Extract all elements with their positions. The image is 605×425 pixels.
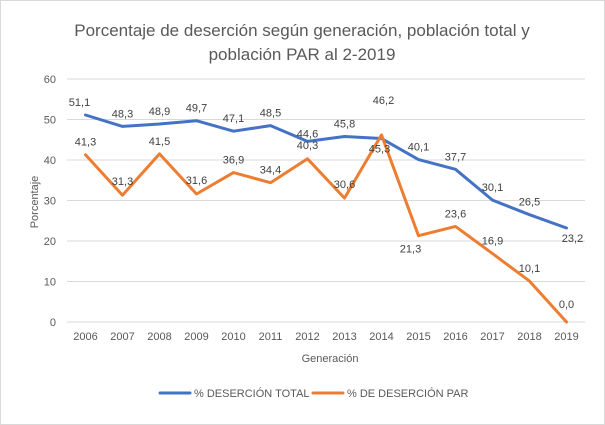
data-label-par: 34,4 (260, 165, 281, 177)
data-label-total: 48,3 (112, 108, 133, 120)
data-label-total: 44,6 (297, 128, 318, 140)
data-label-par: 41,5 (149, 136, 170, 148)
series-lines (84, 113, 568, 324)
x-tick-label: 2009 (184, 331, 208, 343)
x-tick-label: 2014 (369, 331, 393, 343)
x-axis-title: Generación (302, 353, 359, 365)
y-tick-label: 20 (44, 236, 56, 248)
data-label-total: 45,3 (369, 144, 390, 156)
data-label-par: 0,0 (559, 299, 574, 311)
x-tick-label: 2012 (295, 331, 319, 343)
y-axis-ticks: 0 10 20 30 40 50 60 (44, 74, 56, 329)
data-label-total: 45,8 (334, 119, 355, 131)
data-label-total: 48,5 (260, 108, 281, 120)
data-label-total: 30,1 (482, 182, 503, 194)
x-tick-label: 2013 (332, 331, 356, 343)
data-label-par: 41,3 (75, 137, 96, 149)
data-label-par: 46,2 (373, 95, 394, 107)
data-label-total: 49,7 (186, 103, 207, 115)
data-label-total: 23,2 (562, 233, 583, 245)
data-label-par: 36,9 (223, 155, 244, 167)
y-tick-label: 10 (44, 277, 56, 289)
data-label-total: 48,9 (149, 106, 170, 118)
data-label-total: 47,1 (223, 113, 244, 125)
data-label-total: 51,1 (69, 97, 90, 109)
data-label-par: 16,9 (482, 236, 503, 248)
series-line-total (84, 113, 568, 230)
data-label-par: 21,3 (400, 244, 421, 256)
x-tick-label: 2006 (73, 331, 97, 343)
y-tick-label: 30 (44, 196, 56, 208)
y-tick-label: 50 (44, 115, 56, 127)
x-tick-label: 2008 (147, 331, 171, 343)
data-label-total: 37,7 (445, 151, 466, 163)
y-tick-label: 0 (50, 317, 56, 329)
x-tick-label: 2010 (221, 331, 245, 343)
legend: % DESERCIÓN TOTAL % DE DESERCIÓN PAR (158, 387, 468, 400)
legend-label-par: % DE DESERCIÓN PAR (347, 387, 468, 400)
x-tick-label: 2015 (406, 331, 430, 343)
gridlines (67, 78, 585, 323)
x-tick-label: 2018 (517, 331, 541, 343)
x-tick-label: 2017 (480, 331, 504, 343)
data-label-total: 40,1 (408, 142, 429, 154)
data-label-par: 40,3 (297, 140, 318, 152)
data-label-par: 30,6 (334, 179, 355, 191)
chart-title-line-1: Porcentaje de deserción según generación… (74, 21, 530, 40)
data-label-par: 31,3 (112, 176, 133, 188)
data-label-total: 26,5 (519, 197, 540, 209)
chart-title-line-2: población PAR al 2-2019 (209, 45, 396, 64)
x-tick-label: 2007 (110, 331, 134, 343)
y-tick-label: 60 (44, 74, 56, 86)
x-tick-label: 2019 (554, 331, 578, 343)
data-label-par: 10,1 (519, 263, 540, 275)
series-line-par (84, 133, 568, 324)
x-axis-ticks: 2006 2007 2008 2009 2010 2011 2012 2013 2014 2015… (73, 331, 578, 343)
y-tick-label: 40 (44, 155, 56, 167)
data-labels: 51,1 48,3 48,9 49,7 47,1 48,5 44,6 45,8 45,3 40,1… (69, 95, 583, 311)
x-tick-label: 2011 (259, 331, 283, 343)
y-axis-title: Porcentaje (29, 176, 41, 229)
legend-label-total: % DESERCIÓN TOTAL (194, 387, 310, 400)
data-label-par: 31,6 (186, 175, 207, 187)
x-tick-label: 2016 (443, 331, 467, 343)
data-label-par: 23,6 (445, 208, 466, 220)
